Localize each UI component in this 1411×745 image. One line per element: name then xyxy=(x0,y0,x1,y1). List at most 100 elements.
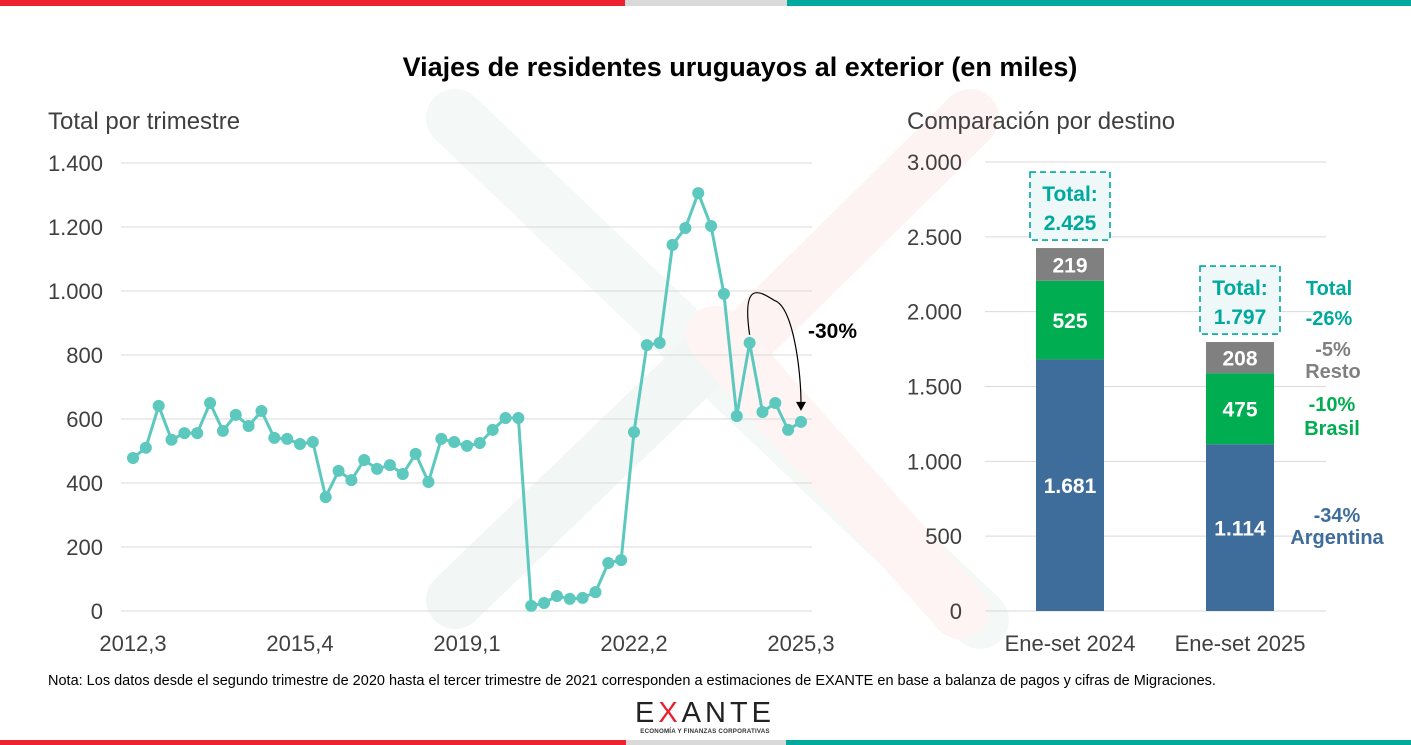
y-tick-label: 200 xyxy=(66,535,103,560)
data-point xyxy=(294,437,306,450)
bottom-bar-teal xyxy=(786,740,1411,745)
total-box-label: Total: xyxy=(1042,183,1098,206)
bar-value-label: 475 xyxy=(1222,399,1257,422)
y-tick-label: 600 xyxy=(66,407,103,432)
data-point xyxy=(204,397,217,409)
data-point xyxy=(576,591,589,604)
stacked-bar-chart: 0 500 1.000 1.500 2.000 2.500 3.000 1.681 525 219… xyxy=(907,150,1385,656)
data-point xyxy=(473,437,486,449)
data-point xyxy=(306,436,319,449)
data-point xyxy=(782,423,795,436)
data-point xyxy=(127,452,139,465)
total-box-label: Total: xyxy=(1212,277,1268,300)
data-point xyxy=(216,424,229,437)
total-box-value: 1.797 xyxy=(1214,306,1267,329)
data-point xyxy=(486,423,499,436)
data-point xyxy=(602,557,615,569)
y-tick-label: 2.500 xyxy=(907,225,962,250)
data-point xyxy=(563,592,576,605)
logo-tagline: ECONOMÍA Y FINANZAS CORPORATIVAS xyxy=(640,728,770,735)
data-point xyxy=(679,221,692,234)
bar-segment-resto xyxy=(1036,248,1104,281)
data-point xyxy=(756,405,769,418)
logo-letter-x: X xyxy=(658,697,682,729)
y-tick-label: 3.000 xyxy=(907,150,962,175)
top-bar-teal xyxy=(787,0,1411,6)
y-tick-label: 1.200 xyxy=(48,215,103,240)
y-tick-label: 2.000 xyxy=(907,300,962,325)
data-point xyxy=(319,491,332,504)
data-point xyxy=(448,436,461,449)
logo-letter-e: E xyxy=(634,697,659,729)
data-point xyxy=(281,432,294,445)
line-chart: 0 200 400 600 800 1.000 1.200 1.400 2012,3 2015,4… xyxy=(48,151,857,656)
data-point xyxy=(332,464,345,477)
bar-segment-brasil xyxy=(1206,373,1274,445)
watermark-stroke-green-lower xyxy=(426,316,749,629)
bar-segment-resto xyxy=(1206,342,1274,374)
y-tick-label: 500 xyxy=(925,524,962,549)
data-point xyxy=(666,238,679,251)
y-tick-label: 0 xyxy=(91,599,103,624)
x-tick-label: 2025,3 xyxy=(767,631,834,656)
bar-segment-argentina xyxy=(1036,359,1104,611)
bar-segment-argentina xyxy=(1206,444,1274,611)
watermark-stroke-red xyxy=(716,89,999,369)
argentina-change-value: -34% xyxy=(1314,505,1361,527)
bar-value-label: 525 xyxy=(1052,310,1087,333)
x-tick-label: 2019,1 xyxy=(433,631,500,656)
line-chart-title: Total por trimestre xyxy=(48,108,241,135)
data-point xyxy=(692,187,705,200)
data-point xyxy=(178,427,191,440)
data-point xyxy=(717,287,730,300)
data-point xyxy=(229,408,242,421)
y-tick-label: 0 xyxy=(950,599,962,624)
footnote: Nota: Los datos desde el segundo trimest… xyxy=(48,673,1216,689)
y-tick-label: 1.500 xyxy=(907,375,962,400)
data-point xyxy=(461,439,473,452)
top-bar-grey xyxy=(625,0,787,6)
data-point xyxy=(512,412,525,425)
bar-value-label: 208 xyxy=(1222,348,1257,371)
bar-value-label: 1.114 xyxy=(1214,518,1266,541)
data-point xyxy=(538,597,551,609)
data-point xyxy=(191,427,204,440)
bar-segment-brasil xyxy=(1036,280,1104,360)
data-point xyxy=(525,599,538,612)
data-point xyxy=(345,474,358,487)
data-point xyxy=(268,431,281,444)
bar-value-label: 219 xyxy=(1052,254,1087,277)
total-change-label: Total xyxy=(1306,278,1352,300)
x-tick-label: 2012,3 xyxy=(99,631,166,656)
y-tick-label: 1.400 xyxy=(48,151,103,176)
bar-chart-title: Comparación por destino xyxy=(907,108,1176,135)
y-tick-label: 1.000 xyxy=(48,279,103,304)
data-point xyxy=(152,399,165,412)
data-point xyxy=(242,420,255,433)
data-point xyxy=(396,468,409,481)
bottom-bar-red xyxy=(0,740,626,745)
resto-change-label: Resto xyxy=(1305,361,1361,383)
total-change-value: -26% xyxy=(1306,308,1353,330)
data-point xyxy=(358,453,371,466)
data-point xyxy=(589,586,602,599)
brasil-change-label: Brasil xyxy=(1304,418,1360,440)
y-tick-label: 1.000 xyxy=(907,449,962,474)
bar-value-label: 1.681 xyxy=(1044,475,1097,498)
data-point xyxy=(615,554,628,567)
x-category-label: Ene-set 2024 xyxy=(1005,631,1136,656)
resto-change-value: -5% xyxy=(1315,339,1351,361)
data-point xyxy=(383,459,396,472)
x-category-label: Ene-set 2025 xyxy=(1175,631,1306,656)
data-point xyxy=(255,405,268,417)
annotation-arrowhead xyxy=(796,401,806,411)
logo-wordmark: EXANTE xyxy=(630,698,780,728)
page-title: Viajes de residentes uruguayos al exteri… xyxy=(402,52,1078,82)
total-box xyxy=(1199,265,1281,335)
x-tick-label: 2022,2 xyxy=(600,631,667,656)
exante-logo: EXANTE ECONOMÍA Y FINANZAS CORPORATIVAS xyxy=(630,698,780,735)
logo-letters-ante: ANTE xyxy=(681,697,776,729)
total-box-value: 2.425 xyxy=(1044,212,1097,235)
y-tick-label: 400 xyxy=(66,471,103,496)
x-tick-label: 2015,4 xyxy=(266,631,333,656)
